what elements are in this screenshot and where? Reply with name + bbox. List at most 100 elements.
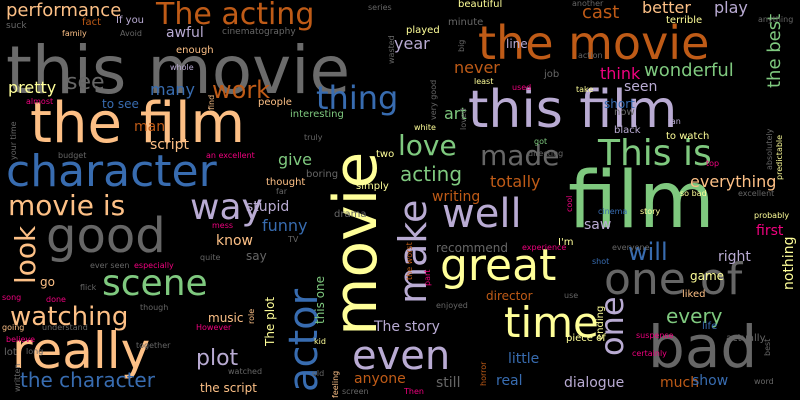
word-bad: bad [648,313,758,381]
word-though: though [140,303,169,312]
word-predictable: predictable [775,134,784,180]
word-your-time: your time [9,121,18,160]
word-to-watch: to watch [666,131,710,142]
word-see: see [66,70,105,95]
word-flick: flick [80,283,97,292]
word-excellent: excellent [738,189,775,198]
word-now: now [614,107,635,118]
word-another: another [572,0,604,8]
word-art: art [444,104,467,123]
word-people: people [258,97,292,108]
word-suck: suck [6,21,27,31]
word-film: film [568,156,715,246]
word-work: work [212,76,271,104]
word-the-acting: The acting [156,0,315,32]
word-minute: minute [448,17,484,28]
word-series: series [368,3,392,12]
word-stupid: stupid [246,199,290,215]
word-job: job [544,69,560,80]
word-totally: totally [490,172,541,191]
word-used: used [512,83,532,92]
word-everyone: everyone [612,243,650,252]
word-right: right [718,249,751,265]
word-to-see: to see [102,97,139,111]
word-the-script: the script [200,381,257,395]
word-least: least [474,77,494,86]
word-use: use [564,291,579,300]
word-look: look [9,225,42,284]
word-life: life [702,321,718,332]
word-writing: writing [432,189,481,205]
word-liked: liked [682,289,706,300]
word-fact: fact [82,17,102,28]
word-interesting: interesting [290,109,344,120]
word-wasted: wasted [387,35,396,64]
word-way: way [190,187,263,228]
word-if-you: If you [116,15,145,26]
word-the-character: the character [20,368,155,392]
word-thing: thing [316,79,399,117]
word-pretty: pretty [8,78,57,97]
word-cool: cool [565,195,574,212]
word-black: black [614,125,641,136]
word-going: going [2,323,25,332]
word-never: never [454,58,500,77]
word-part: part [423,269,432,286]
word-show: show [692,373,729,389]
word-give: give [278,150,312,169]
word-man: man [134,119,166,135]
word-simply: simply [356,181,389,192]
word-an-excellent: an excellent [206,151,255,160]
word-the-story: The story [374,319,440,335]
word-got: got [534,137,548,146]
word-enjoyed: enjoyed [436,301,468,310]
word-tv: TV [288,235,299,244]
word-so-bad: so bad [680,189,707,198]
word-take: take [576,85,594,94]
word-everything: everything [690,172,777,191]
word-done: done [46,295,66,304]
word-lot: lot [4,347,17,358]
word-fan: fan [668,117,681,126]
word-first: first [756,223,784,239]
word-enough: enough [176,45,214,56]
word-absolutely: absolutely [765,128,774,170]
word-the-plot: The plot [263,296,277,346]
word-saw: saw [584,217,612,233]
word-i-m: I'm [558,237,574,248]
word-believe: believe [6,335,36,344]
word-acting: acting [400,162,463,186]
word-still: still [436,375,461,391]
word-drama: drama [334,209,367,220]
word-top: top [706,159,720,168]
word-probably: probably [754,211,790,220]
word-performance: performance [6,0,122,21]
word-anyone: anyone [354,371,406,387]
word-experience: experience [522,243,567,252]
word-time: time [504,298,599,347]
word-budget: budget [58,151,87,160]
word-cinema: cinema [598,207,628,216]
word-then: Then [404,387,424,396]
word-great: great [440,240,557,291]
word-director: director [486,289,533,303]
word-watching: watching [10,302,129,332]
word-big: big [457,39,466,52]
word-say: say [246,249,267,263]
word-one-of: one of [604,254,743,305]
word-piece-of: piece of [566,333,606,344]
word-better: better [642,0,691,17]
word-however: However [196,323,232,332]
word-find: find [207,94,216,110]
word-really: really [12,322,151,380]
word-avoid: Avoid [120,29,142,38]
word-directing: directing [528,149,564,158]
word-much: much [660,375,700,391]
word-kid: kid [314,337,326,346]
word-good: good [46,208,166,264]
word-music: music [208,311,244,325]
word-screen: screen [342,387,369,396]
word-know: know [216,233,253,249]
word-the-worst: the worst [405,242,414,280]
